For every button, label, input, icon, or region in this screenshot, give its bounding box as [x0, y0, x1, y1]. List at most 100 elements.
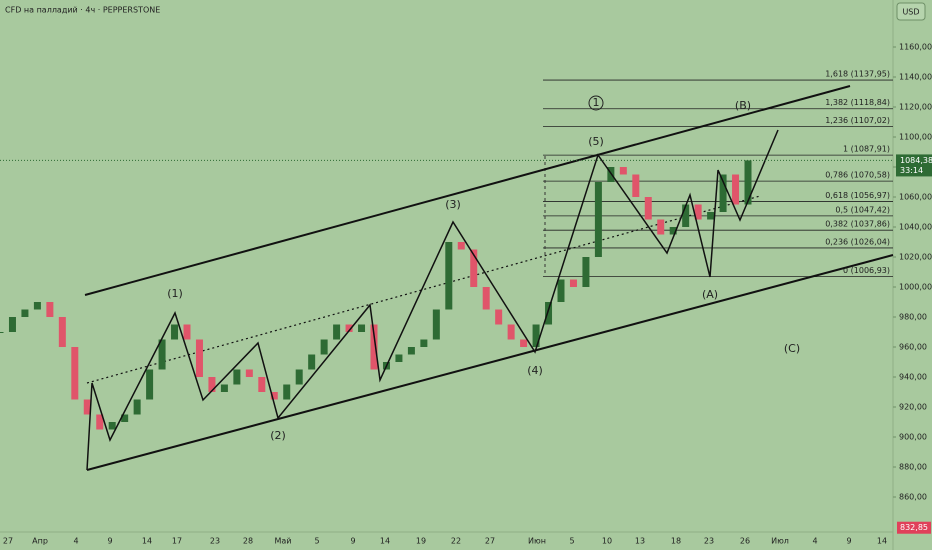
- y-tick-label: 1020,00: [899, 253, 932, 262]
- candle: [545, 302, 553, 325]
- candle: [495, 309, 503, 325]
- y-tick-label: 940,00: [899, 373, 927, 382]
- x-tick-label: 9: [107, 537, 112, 546]
- y-tick-label: 1120,00: [899, 103, 932, 112]
- x-tick-label: 14: [142, 537, 152, 546]
- x-tick-label: 26: [740, 537, 750, 546]
- candle: [707, 212, 715, 220]
- candle: [694, 204, 702, 220]
- channel-lower: [86, 254, 894, 471]
- candle: [395, 354, 403, 362]
- x-tick-label: 27: [3, 537, 13, 546]
- y-tick-label: 1060,00: [899, 193, 932, 202]
- wave-label: (3): [445, 198, 461, 211]
- wave-path: [86, 129, 779, 471]
- y-tick-label: 920,00: [899, 403, 927, 412]
- scale-marker-box: [897, 521, 931, 534]
- candle: [370, 324, 378, 370]
- candle: [108, 422, 116, 430]
- fib-group: 1,618 (1137,95) 1,382 (1118,84) 1,236 (110…: [543, 70, 893, 278]
- wave-label: 1: [593, 96, 600, 109]
- candle: [245, 369, 253, 377]
- x-tick-label: 13: [635, 537, 645, 546]
- x-tick-label: Май: [274, 537, 291, 546]
- scale-marker-label: 832,85: [900, 523, 928, 532]
- candle: [46, 302, 54, 317]
- x-tick-label: 14: [380, 537, 390, 546]
- fib-label: 1,382 (1118,84): [825, 98, 890, 107]
- candle: [657, 219, 665, 235]
- candle: [58, 317, 66, 347]
- x-tick-label: Июл: [771, 537, 789, 546]
- candle: [569, 279, 577, 287]
- fib-label: 1,618 (1137,95): [825, 70, 890, 79]
- x-tick-label: 27: [485, 537, 495, 546]
- y-tick-label: 980,00: [899, 313, 927, 322]
- candle: [719, 174, 727, 212]
- y-tick-label: 1140,00: [899, 73, 932, 82]
- fib-label: 0,5 (1047,42): [835, 205, 890, 214]
- x-tick-label: 17: [172, 537, 182, 546]
- candle: [308, 354, 316, 370]
- candle: [158, 339, 166, 370]
- candle: [96, 414, 104, 430]
- candle: [146, 369, 154, 400]
- x-tick-label: 9: [350, 537, 355, 546]
- candle: [407, 347, 415, 355]
- y-tick-label: 1100,00: [899, 133, 932, 142]
- candle: [83, 399, 91, 415]
- x-tick-label: 10: [602, 537, 612, 546]
- candle: [233, 369, 241, 385]
- candle: [21, 309, 29, 317]
- wave-circle: [588, 95, 604, 111]
- y-tick-label: 860,00: [899, 493, 927, 502]
- x-tick-label: 28: [243, 537, 253, 546]
- candle: [33, 302, 41, 310]
- candle: [532, 324, 540, 347]
- chart-title: CFD на палладий · 4ч · PEPPERSTONE: [5, 6, 160, 15]
- candle: [295, 369, 303, 385]
- candle: [270, 392, 278, 400]
- wave-label: (C): [784, 342, 800, 355]
- x-tick-label: 5: [314, 537, 319, 546]
- candle: [744, 160, 752, 205]
- currency[interactable]: USD: [902, 8, 919, 17]
- currency-box[interactable]: [896, 2, 926, 21]
- fib-label: 0,618 (1056,97): [825, 191, 890, 200]
- y-tick-label: 880,00: [899, 463, 927, 472]
- candle: [582, 257, 590, 287]
- wave-label: (2): [270, 429, 286, 442]
- candle: [8, 317, 16, 332]
- last-price-label: 1084,38: [900, 156, 932, 165]
- candle: [358, 324, 366, 332]
- countdown: 33:14: [900, 166, 923, 175]
- candle: [220, 384, 228, 392]
- x-tick-label: Июн: [528, 537, 546, 546]
- fib-label: 0 (1006,93): [843, 266, 890, 275]
- candle: [133, 399, 141, 415]
- candles: [0, 160, 752, 430]
- candle: [594, 182, 602, 257]
- candle: [121, 414, 129, 422]
- y-tick-label: 900,00: [899, 433, 927, 442]
- y-tick-label: 1040,00: [899, 223, 932, 232]
- fib-label: 1 (1087,91): [843, 145, 890, 154]
- candle: [644, 197, 652, 220]
- x-tick-label: 4: [73, 537, 78, 546]
- y-tick-label: 1160,00: [899, 43, 932, 52]
- fib-label: 0,236 (1026,04): [825, 237, 890, 246]
- wave-label: (A): [702, 288, 718, 301]
- candle: [320, 339, 328, 355]
- candle: [482, 287, 490, 310]
- x-tick-label: 23: [704, 537, 714, 546]
- fib-label: 1,236 (1107,02): [825, 116, 890, 125]
- candle: [619, 167, 627, 175]
- last-price-box: [896, 154, 932, 177]
- candle: [557, 279, 565, 302]
- candle: [632, 174, 640, 197]
- candle: [682, 204, 690, 227]
- wave-label: (B): [735, 99, 751, 112]
